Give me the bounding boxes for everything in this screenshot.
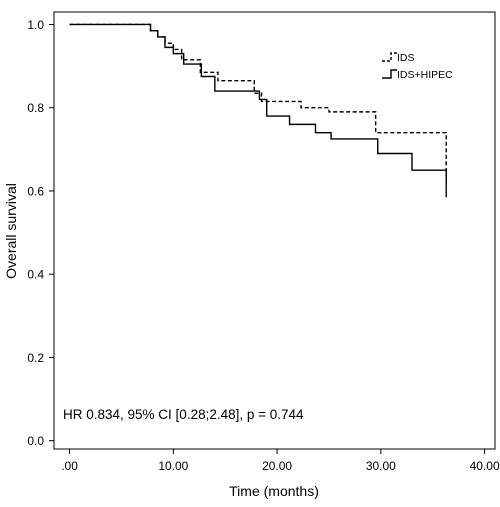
x-tick-label: 30.00 xyxy=(366,459,396,473)
x-tick-label: 40.00 xyxy=(470,459,500,473)
y-axis-title: Overall survival xyxy=(3,183,19,279)
y-tick-label: 0.6 xyxy=(27,184,44,198)
hr-annotation: HR 0.834, 95% CI [0.28;2.48], p = 0.744 xyxy=(63,407,304,422)
plot-frame xyxy=(53,11,496,450)
legend-label: IDS+HIPEC xyxy=(397,69,453,81)
legend-swatch xyxy=(382,69,397,79)
x-tick-label: 20.00 xyxy=(262,459,292,473)
ids-hipec-survival-curve xyxy=(69,23,447,198)
x-tick-label: 10.00 xyxy=(158,459,188,473)
y-tick-label: 0.4 xyxy=(27,268,44,282)
y-axis: 0.0 0.2 0.4 0.6 0.8 1.0 xyxy=(27,18,54,448)
x-axis-title: Time (months) xyxy=(229,483,319,499)
series-layer xyxy=(69,23,447,198)
legend-swatch xyxy=(382,52,397,62)
y-tick-label: 1.0 xyxy=(27,18,44,32)
legend-label: IDS xyxy=(397,52,415,64)
legend: IDS IDS+HIPEC xyxy=(382,52,453,81)
ids-survival-curve xyxy=(69,23,447,179)
y-tick-label: 0.2 xyxy=(27,351,44,365)
x-tick-label: .00 xyxy=(61,459,78,473)
x-axis: .00 10.00 20.00 30.00 40.00 xyxy=(61,449,500,473)
y-tick-label: 0.0 xyxy=(27,434,44,448)
y-tick-label: 0.8 xyxy=(27,101,44,115)
